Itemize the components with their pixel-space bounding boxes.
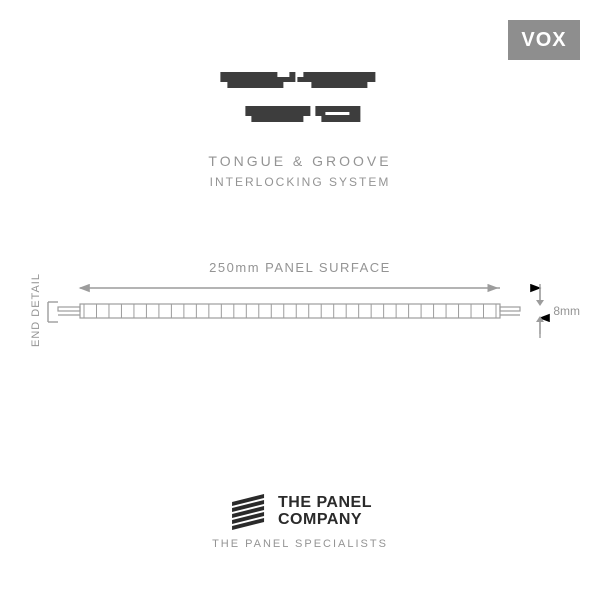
brand-line1: THE PANEL xyxy=(278,495,372,512)
building-icon xyxy=(228,494,268,530)
surface-label: 250mm PANEL SURFACE xyxy=(0,260,600,275)
cross-section-diagram: END DETAIL 250mm PANEL SURFACE 8mm xyxy=(0,260,600,380)
tagline: THE PANEL SPECIALISTS xyxy=(212,538,388,550)
tg-title: TONGUE & GROOVE xyxy=(208,153,391,169)
brand-text: THE PANEL COMPANY xyxy=(278,495,372,529)
vox-badge: VOX xyxy=(508,20,580,60)
interlock-icon xyxy=(215,66,385,138)
thickness-label: 8mm xyxy=(553,304,580,318)
end-detail-label: END DETAIL xyxy=(30,260,42,360)
brand-line2: COMPANY xyxy=(278,512,372,529)
vox-label: VOX xyxy=(521,29,566,52)
tg-subtitle: INTERLOCKING SYSTEM xyxy=(208,175,391,189)
footer: THE PANEL COMPANY THE PANEL SPECIALISTS xyxy=(212,494,388,550)
section-svg xyxy=(0,260,600,380)
tongue-groove-section: TONGUE & GROOVE INTERLOCKING SYSTEM xyxy=(208,66,391,189)
brand: THE PANEL COMPANY xyxy=(212,494,388,530)
